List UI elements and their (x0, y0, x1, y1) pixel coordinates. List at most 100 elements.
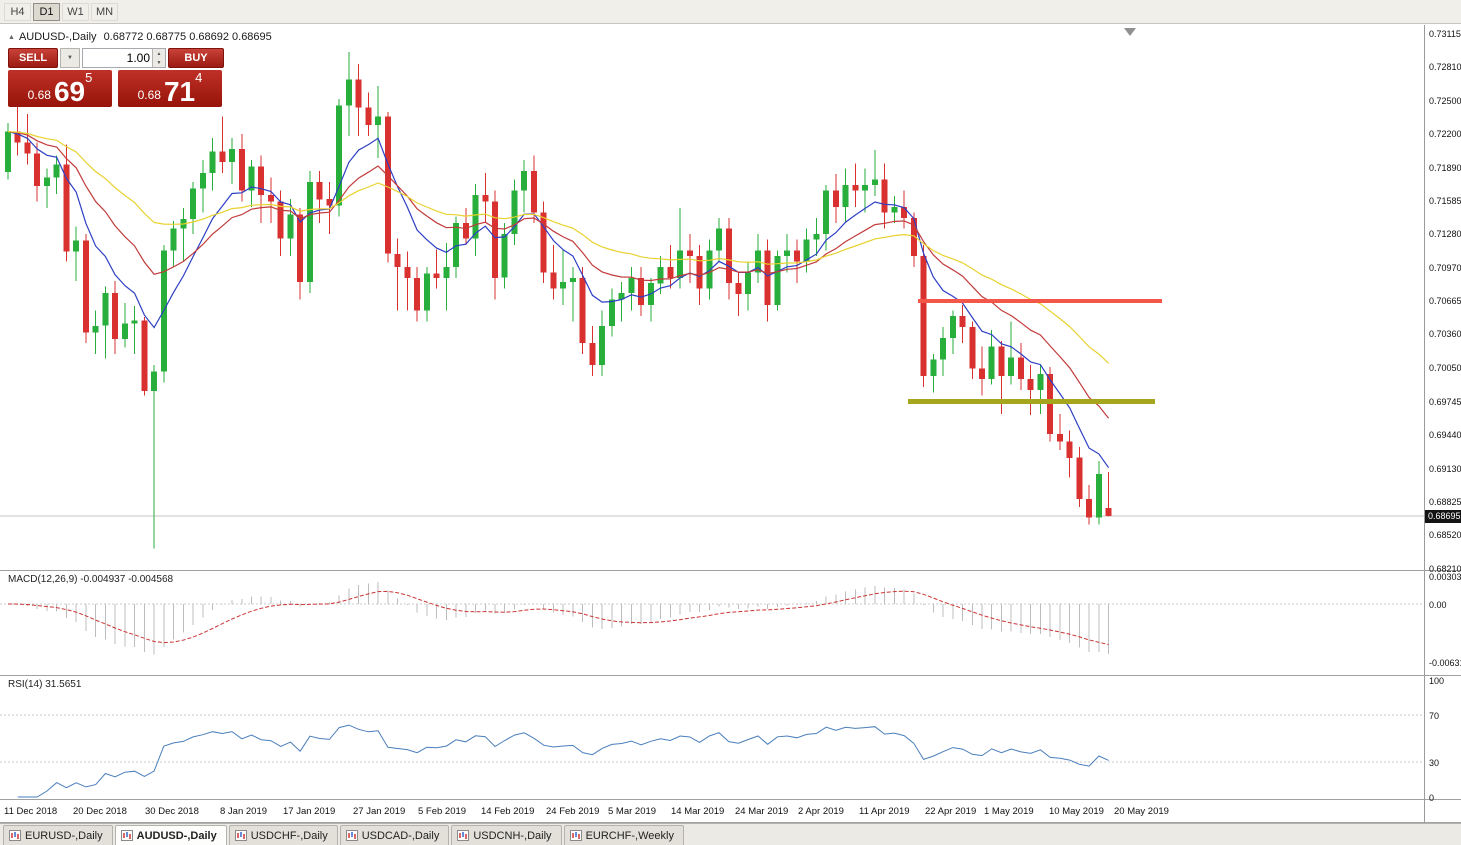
rsi-line (17, 724, 1109, 798)
sell-price-pips: 69 (53, 76, 86, 108)
date-axis-label: 11 Dec 2018 (4, 806, 58, 817)
current-price-tag: 0.68695 (1425, 509, 1461, 523)
panel-splitter[interactable] (0, 675, 1461, 676)
chart-ohlc-values: 0.68772 0.68775 0.68692 0.68695 (103, 31, 272, 43)
ma-mid-line (7, 131, 1110, 419)
rsi-label: RSI(14) 31.5651 (8, 679, 82, 690)
panel-splitter (0, 822, 1461, 823)
price-axis-label: 0.72500 (1429, 96, 1461, 107)
date-axis-label: 14 Mar 2019 (671, 806, 725, 817)
date-axis-label: 24 Feb 2019 (546, 806, 600, 817)
panel-splitter[interactable] (0, 799, 1461, 800)
tab-label: USDCNH-,Daily (473, 829, 552, 842)
date-axis-label: 27 Jan 2019 (353, 806, 406, 817)
macd-histogram (17, 582, 1110, 655)
price-axis-label: 0.73115 (1429, 29, 1461, 39)
buy-price-point: 4 (195, 70, 203, 85)
price-axis-label: 0.69440 (1429, 429, 1461, 440)
chart-tab-eurchf-weekly[interactable]: EURCHF-,Weekly (563, 825, 684, 845)
volume-up-button[interactable]: ▲ (153, 49, 165, 58)
date-axis[interactable]: 11 Dec 2018 20 Dec 2018 30 Dec 2018 8 Jan 2… (0, 800, 1461, 822)
date-axis-label: 5 Feb 2019 (418, 806, 467, 817)
price-axis-label: 0.68520 (1429, 530, 1461, 541)
date-axis-label: 5 Mar 2019 (608, 806, 657, 817)
price-axis-label: 0.71585 (1429, 195, 1461, 206)
chart-icon (234, 830, 247, 841)
macd-label: MACD(12,26,9) -0.004937 -0.004568 (8, 574, 174, 585)
timeframe-d1-button[interactable]: D1 (33, 2, 60, 21)
price-axis-label: 0.72810 (1429, 62, 1461, 73)
price-axis[interactable]: 0.73115 0.72810 0.72500 0.72200 0.71890 0.715… (1425, 25, 1461, 574)
chart-tab-audusd-daily[interactable]: AUDUSD-,Daily (114, 825, 227, 845)
rsi-axis-label: 30 (1429, 757, 1440, 768)
price-axis-label: 0.72200 (1429, 128, 1461, 139)
rsi-axis[interactable]: 100 70 30 0 (1425, 676, 1461, 803)
price-axis-label: 0.68210 (1429, 564, 1461, 574)
date-axis-label: 20 May 2019 (1114, 806, 1169, 817)
date-axis-label: 17 Jan 2019 (283, 806, 336, 817)
price-axis-label: 0.70665 (1429, 296, 1461, 307)
date-axis-label: 20 Dec 2018 (73, 806, 127, 817)
buy-price-prefix: 0.68 (137, 88, 161, 102)
sell-price-prefix: 0.68 (27, 88, 51, 102)
sell-button[interactable]: SELL (8, 48, 58, 68)
date-axis-label: 14 Feb 2019 (481, 806, 535, 817)
chart-tab-eurusd-daily[interactable]: EURUSD-,Daily (3, 825, 113, 845)
tab-label: USDCHF-,Daily (250, 829, 328, 842)
scroll-anchor-icon (1124, 28, 1136, 36)
rsi-axis-label: 0 (1429, 793, 1435, 803)
chart-tab-usdchf-daily[interactable]: USDCHF-,Daily (228, 825, 338, 845)
rsi-axis-label: 100 (1429, 676, 1445, 686)
chart-icon (120, 830, 133, 841)
panel-splitter[interactable] (0, 570, 1461, 571)
chart-title: ▲ AUDUSD-,Daily 0.68772 0.68775 0.68692 0.… (8, 31, 272, 43)
date-axis-label: 1 May 2019 (984, 806, 1034, 817)
tab-label: USDCAD-,Daily (361, 829, 440, 842)
date-axis-label: 24 Mar 2019 (735, 806, 789, 817)
macd-signal-line (7, 590, 1109, 646)
sell-price-point: 5 (85, 70, 93, 85)
price-axis-label: 0.71890 (1429, 162, 1461, 173)
symbol-marker-icon: ▲ (8, 34, 15, 41)
chart-tab-usdcnh-daily[interactable]: USDCNH-,Daily (451, 825, 562, 845)
volume-down-button[interactable]: ▼ (153, 58, 165, 67)
tab-label: EURUSD-,Daily (25, 829, 103, 842)
date-axis-label: 11 Apr 2019 (859, 806, 910, 817)
ma-fast-line (7, 131, 1110, 469)
buy-price-display[interactable]: 0.68 71 4 (118, 70, 222, 107)
price-axis-label: 0.68825 (1429, 496, 1461, 507)
chart-icon (457, 830, 470, 841)
volume-field: ▲ ▼ (82, 48, 166, 68)
chart-icon (569, 830, 582, 841)
tab-label: EURCHF-,Weekly (585, 829, 674, 842)
chart-icon (345, 830, 358, 841)
date-axis-label: 30 Dec 2018 (145, 806, 199, 817)
macd-axis-label: 0.00 (1429, 600, 1447, 610)
sell-price-display[interactable]: 0.68 69 5 (8, 70, 112, 107)
date-axis-label: 2 Apr 2019 (798, 806, 844, 817)
chart-icon (9, 830, 21, 841)
macd-axis-label: 0.003035 (1429, 571, 1461, 582)
volume-spinner: ▲ ▼ (152, 49, 165, 67)
date-axis-label: 22 Apr 2019 (925, 806, 977, 817)
timeframe-mn-button[interactable]: MN (91, 2, 119, 21)
main-price-chart[interactable] (0, 25, 1461, 570)
timeframe-h4-button[interactable]: H4 (4, 2, 31, 21)
price-axis-label: 0.70970 (1429, 262, 1461, 273)
rsi-indicator-panel[interactable] (0, 676, 1461, 799)
timeframe-toolbar: H4 D1 W1 MN (0, 0, 1461, 24)
tab-label: AUDUSD-,Daily (136, 829, 217, 842)
chart-tab-usdcad-daily[interactable]: USDCAD-,Daily (339, 825, 450, 845)
macd-axis[interactable]: 0.003035 0.00 -0.00631 (1425, 571, 1461, 675)
macd-axis-label: -0.00631 (1429, 658, 1461, 669)
chart-symbol-label: AUDUSD-,Daily (18, 31, 97, 43)
scale-separator-line (1424, 25, 1425, 822)
volume-input[interactable] (83, 49, 152, 67)
price-axis-label: 0.69745 (1429, 396, 1461, 407)
timeframe-w1-button[interactable]: W1 (62, 2, 89, 21)
price-axis-label: 0.71280 (1429, 229, 1461, 240)
volume-dropdown-button[interactable]: ▼ (60, 48, 80, 68)
buy-button[interactable]: BUY (168, 48, 224, 68)
macd-indicator-panel[interactable] (0, 571, 1461, 675)
